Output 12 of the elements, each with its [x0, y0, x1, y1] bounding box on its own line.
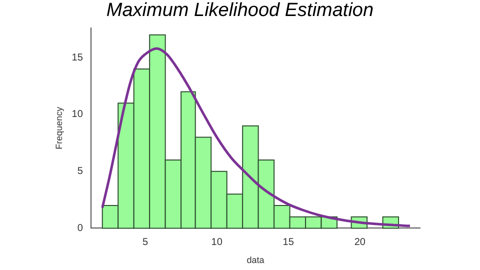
- y-tick-label: 15: [72, 52, 84, 64]
- y-axis-title: Frequency: [54, 106, 64, 150]
- x-axis-title: data: [246, 255, 264, 266]
- line-series: [101, 47, 412, 228]
- y-tick-label: 5: [77, 166, 84, 178]
- x-tick-label: 20: [354, 236, 366, 248]
- chart-title: Maximum Likelihood Estimation: [105, 0, 375, 22]
- x-tick-label: 15: [282, 236, 294, 248]
- y-tick-label: 10: [72, 109, 84, 120]
- x-tick-label: 10: [211, 236, 223, 248]
- y-tick-label: 0: [77, 222, 84, 234]
- x-tick-label: 5: [142, 236, 149, 248]
